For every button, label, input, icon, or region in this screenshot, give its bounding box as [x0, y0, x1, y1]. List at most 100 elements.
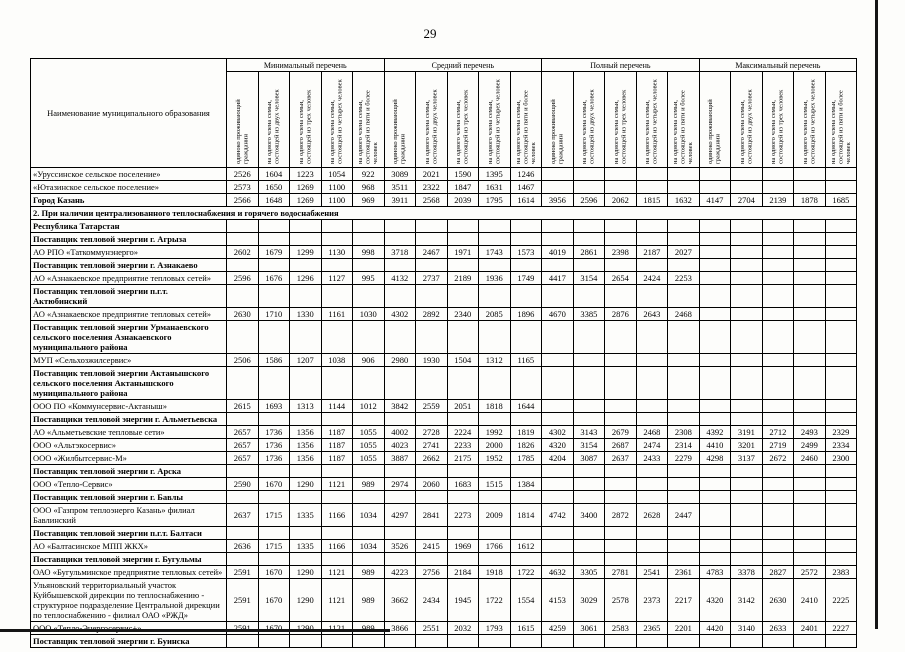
group-header-maximal: Максимальный перечень	[698, 58, 858, 72]
value-cell: 2021	[415, 167, 448, 181]
value-cell: 968	[352, 180, 385, 194]
value-cell: 4410	[698, 438, 732, 452]
value-cell: 4742	[541, 503, 574, 527]
value-cell	[383, 464, 417, 478]
value-cell	[793, 634, 826, 648]
table-row: ООО «Тепло-Энергосервис+» 2591 1670 1290 112…	[30, 621, 858, 635]
value-cell	[509, 490, 543, 504]
value-cell	[698, 320, 732, 354]
value-cell	[541, 366, 574, 400]
value-cell	[478, 366, 511, 400]
table-row: «Ютазинское сельское поселение» 2573 1650 1…	[30, 180, 858, 194]
value-cell	[793, 271, 826, 285]
column-header-g3-c3: на одного члена семьи, состоящей из трех…	[604, 71, 637, 168]
value-cell	[604, 320, 637, 354]
table-row: ООО «Газпром теплоэнерго Казань» филиал …	[30, 503, 858, 527]
value-cell: 1166	[320, 503, 353, 527]
value-cell: 2032	[446, 621, 480, 635]
value-cell	[289, 284, 322, 308]
vertical-header-text: одиноко проживающий гражданин	[549, 98, 565, 164]
value-cell	[289, 232, 322, 246]
value-cell	[824, 167, 858, 181]
value-cell: 2628	[635, 503, 669, 527]
value-cell: 1715	[257, 539, 290, 553]
value-cell: 2662	[415, 451, 448, 465]
value-cell: 2447	[667, 503, 700, 527]
value-cell	[698, 399, 732, 413]
value-cell: 2434	[415, 578, 448, 622]
value-cell: 2526	[226, 167, 259, 181]
value-cell	[383, 232, 417, 246]
vertical-header-text: одиноко проживающий гражданин	[392, 98, 407, 164]
value-cell	[793, 320, 826, 354]
value-cell: 1515	[478, 477, 511, 491]
value-cell	[226, 634, 259, 648]
value-cell: 2499	[793, 438, 826, 452]
row-name: Поставщик тепловой энергии Актанышского …	[30, 366, 227, 400]
row-name: ООО «Альтэкосервис»	[30, 438, 227, 452]
value-cell	[793, 412, 826, 426]
value-cell	[730, 552, 763, 566]
row-name: «Уруссинское сельское поселение»	[30, 167, 227, 181]
value-cell: 1847	[446, 180, 480, 194]
value-cell: 1121	[320, 621, 353, 635]
value-cell: 2636	[226, 539, 259, 553]
value-cell	[761, 503, 795, 527]
value-cell: 1952	[478, 451, 511, 465]
value-cell: 1743	[478, 245, 511, 259]
vertical-header-text: на одного члена семьи, состоящей из четы…	[329, 78, 344, 164]
value-cell	[446, 412, 480, 426]
value-cell	[604, 539, 637, 553]
value-cell: 2279	[667, 451, 700, 465]
value-cell	[635, 490, 669, 504]
value-cell	[698, 490, 732, 504]
value-cell	[730, 539, 763, 553]
value-cell: 1299	[289, 245, 322, 259]
value-cell: 1127	[320, 271, 353, 285]
value-cell: 2583	[604, 621, 637, 635]
value-cell	[793, 307, 826, 321]
value-cell: 2602	[226, 245, 259, 259]
value-cell	[509, 634, 543, 648]
value-cell: 1335	[289, 503, 322, 527]
value-cell	[667, 634, 700, 648]
value-cell	[667, 284, 700, 308]
value-cell: 1269	[289, 193, 322, 207]
value-cell	[352, 634, 385, 648]
group-header-full: Полный перечень	[541, 58, 700, 72]
value-cell: 1676	[257, 271, 290, 285]
table-row: АО «Альметьевские тепловые сети» 2657 1736…	[30, 425, 858, 439]
vertical-header-text: на одного члена семьи, состоящей из пяти…	[514, 89, 537, 164]
value-cell: 1130	[320, 245, 353, 259]
value-cell	[541, 477, 574, 491]
value-cell: 1819	[509, 425, 543, 439]
value-cell: 4132	[383, 271, 417, 285]
value-cell	[446, 366, 480, 400]
value-cell	[289, 412, 322, 426]
value-cell	[541, 490, 574, 504]
value-cell	[793, 490, 826, 504]
name-column-header: Наименование муниципального образования	[30, 58, 227, 168]
value-cell	[352, 320, 385, 354]
value-cell	[635, 366, 669, 400]
row-name: АО «Азнакаевское предприятие тепловых се…	[30, 307, 227, 321]
value-cell	[572, 353, 606, 367]
value-cell	[446, 258, 480, 272]
value-cell: 1590	[446, 167, 480, 181]
value-cell	[509, 258, 543, 272]
table-row: Ульяновский территориальный участок Куйб…	[30, 578, 858, 622]
value-cell: 1296	[289, 271, 322, 285]
value-cell: 2712	[761, 425, 795, 439]
value-cell: 1896	[509, 307, 543, 321]
value-cell: 1685	[824, 193, 858, 207]
value-cell: 2398	[604, 245, 637, 259]
value-cell: 1161	[320, 307, 353, 321]
value-cell: 4298	[698, 451, 732, 465]
value-cell	[761, 258, 795, 272]
value-cell	[478, 526, 511, 540]
value-cell: 2224	[446, 425, 480, 439]
value-cell: 1030	[352, 307, 385, 321]
value-cell: 1330	[289, 307, 322, 321]
value-cell	[698, 477, 732, 491]
value-cell: 3378	[730, 565, 763, 579]
